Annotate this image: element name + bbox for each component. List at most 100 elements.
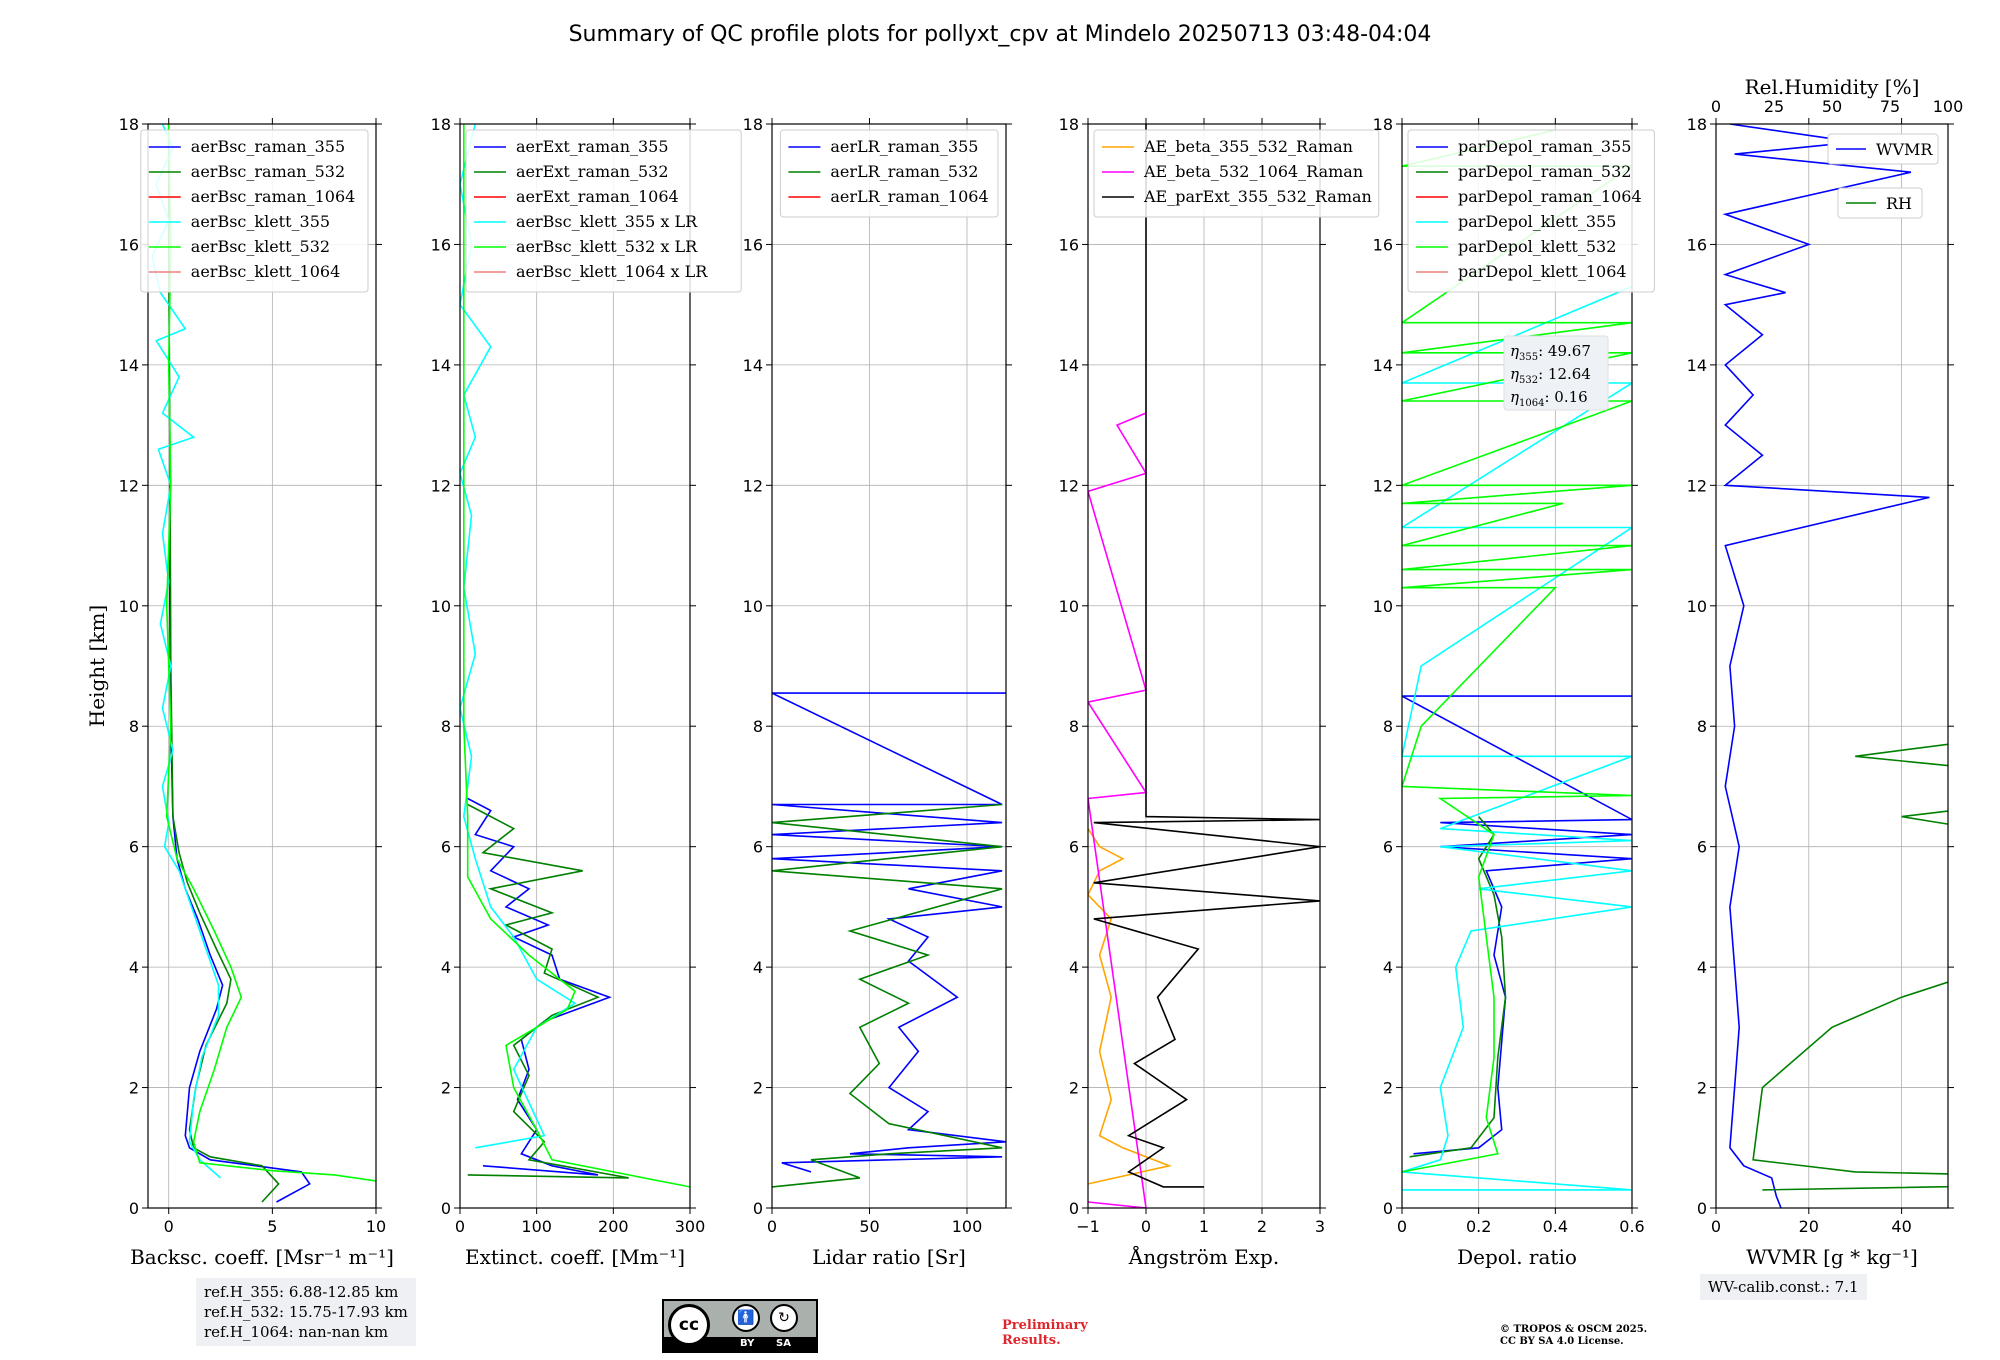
axes-frame bbox=[771, 123, 1007, 1209]
series-group bbox=[151, 124, 376, 1203]
legend-entry: aerBsc_klett_1064 bbox=[191, 262, 340, 281]
legend-box bbox=[1827, 133, 1939, 165]
y-tick-label: 0 bbox=[129, 1199, 139, 1218]
x-tick-label: 0.6 bbox=[1619, 1217, 1644, 1236]
x-tick-label: −1 bbox=[1076, 1217, 1100, 1236]
ref-height-1064: ref.H_1064: nan-nan km bbox=[204, 1323, 389, 1341]
eta-annotation: η355: 49.67 bbox=[1510, 342, 1591, 363]
x-tick-label: 100 bbox=[952, 1217, 983, 1236]
x-tick-label: 40 bbox=[1891, 1217, 1911, 1236]
x-tick-label: 0.4 bbox=[1543, 1217, 1568, 1236]
series-group bbox=[460, 124, 690, 1188]
x-tick-label: 2 bbox=[1257, 1217, 1267, 1236]
legend-entry: parDepol_raman_1064 bbox=[1458, 187, 1642, 206]
x2-tick-label: 100 bbox=[1933, 97, 1964, 116]
y-tick-label: 10 bbox=[431, 597, 451, 616]
legend-entry: aerBsc_klett_1064 x LR bbox=[516, 262, 708, 281]
x-axis-label: WVMR [g * kg⁻¹] bbox=[1746, 1245, 1918, 1269]
y-tick-label: 6 bbox=[1383, 838, 1393, 857]
y-tick-label: 18 bbox=[743, 115, 763, 134]
y-tick-label: 18 bbox=[1059, 115, 1079, 134]
cc-license-badge: cc 🚹 ↻ BY SA bbox=[662, 1299, 818, 1353]
preliminary-line-2: Results. bbox=[1002, 1333, 1061, 1348]
y-tick-label: 14 bbox=[119, 356, 139, 375]
series-group bbox=[1402, 129, 1632, 1191]
series-line-AE_beta_532_1064_Raman bbox=[1088, 412, 1148, 1208]
eta-annotation: η1064: 0.16 bbox=[1510, 388, 1588, 409]
reference-height-box: ref.H_355: 6.88-12.85 km ref.H_532: 15.7… bbox=[196, 1278, 416, 1346]
legend-box bbox=[1093, 129, 1380, 218]
legend-entry: aerLR_raman_355 bbox=[830, 137, 978, 156]
legend-entry: AE_parExt_355_532_Raman bbox=[1143, 187, 1372, 206]
legend-entry: aerBsc_klett_532 bbox=[191, 237, 330, 256]
y-tick-label: 16 bbox=[743, 235, 763, 254]
x2-tick-label: 75 bbox=[1880, 97, 1900, 116]
chart-panel-6: 0 20 40 0 2 4 6 8 10 12 14 16 18 WVMR [g * kg⁻¹] 0 25 50… bbox=[1687, 75, 1964, 1269]
y-tick-label: 16 bbox=[1687, 235, 1707, 254]
legend-entry: aerLR_raman_532 bbox=[830, 162, 978, 181]
y-tick-label: 18 bbox=[431, 115, 451, 134]
y-tick-label: 16 bbox=[431, 235, 451, 254]
legend-entry: AE_beta_355_532_Raman bbox=[1143, 137, 1353, 156]
x-tick-label: 20 bbox=[1799, 1217, 1819, 1236]
y-tick-label: 6 bbox=[1069, 838, 1079, 857]
y-tick-label: 10 bbox=[119, 597, 139, 616]
y-tick-label: 16 bbox=[1059, 235, 1079, 254]
legend-box bbox=[140, 129, 369, 293]
series-line-AE_beta_355_532_Raman bbox=[1088, 828, 1172, 1185]
y-tick-label: 10 bbox=[1687, 597, 1707, 616]
series-line-AE_parExt_355_532_Raman bbox=[1093, 124, 1320, 1188]
x-tick-label: 3 bbox=[1315, 1217, 1325, 1236]
legend-entry: parDepol_raman_355 bbox=[1458, 137, 1631, 156]
y-tick-label: 8 bbox=[1383, 717, 1393, 736]
x-tick-label: 0 bbox=[767, 1217, 777, 1236]
axes-frame bbox=[1715, 123, 1949, 1209]
axes-frame bbox=[1401, 123, 1633, 1209]
legend-entry: aerExt_raman_532 bbox=[516, 162, 669, 181]
y-tick-label: 14 bbox=[1059, 356, 1079, 375]
y-tick-label: 6 bbox=[1697, 838, 1707, 857]
y-tick-label: 18 bbox=[1373, 115, 1393, 134]
y-tick-label: 14 bbox=[431, 356, 451, 375]
series-line-aerLR_raman_532 bbox=[772, 803, 1003, 1188]
y-tick-label: 6 bbox=[441, 838, 451, 857]
y-tick-label: 10 bbox=[1373, 597, 1393, 616]
x-tick-label: 0.2 bbox=[1466, 1217, 1491, 1236]
axes-frame bbox=[147, 123, 377, 1209]
legend-entry: aerBsc_raman_355 bbox=[191, 137, 345, 156]
x-tick-label: 10 bbox=[366, 1217, 386, 1236]
x-axis-label: Extinct. coeff. [Mm⁻¹] bbox=[465, 1245, 685, 1269]
y-tick-label: 2 bbox=[1697, 1079, 1707, 1098]
series-line-WVMR bbox=[1722, 124, 1930, 1208]
series-group bbox=[1088, 124, 1320, 1208]
chart-panel-2: 0 100 200 300 0 2 4 6 8 10 12 14 16 18 Extinct. coeff.… bbox=[431, 115, 742, 1269]
series-line-aerBsc_klett_355 bbox=[151, 124, 222, 1179]
x2-axis-label: Rel.Humidity [%] bbox=[1745, 75, 1920, 99]
legend-box bbox=[1407, 129, 1655, 293]
wv-calibration-constant: WV-calib.const.: 7.1 bbox=[1700, 1274, 1867, 1300]
series-line-parDepol_klett_532 bbox=[1402, 129, 1632, 1173]
cc-icon: cc bbox=[668, 1304, 710, 1346]
y-tick-label: 4 bbox=[1069, 958, 1079, 977]
legend-entry: aerBsc_raman_532 bbox=[191, 162, 345, 181]
y-tick-label: 0 bbox=[753, 1199, 763, 1218]
x-axis-label: Backsc. coeff. [Msr⁻¹ m⁻¹] bbox=[130, 1245, 394, 1269]
copyright-line-1: © TROPOS & OSCM 2025. bbox=[1500, 1324, 1648, 1335]
y-axis-label: Height [km] bbox=[85, 605, 109, 727]
y-tick-label: 6 bbox=[753, 838, 763, 857]
eta-annotation-box bbox=[1503, 335, 1609, 411]
x-tick-label: 0 bbox=[1141, 1217, 1151, 1236]
y-tick-label: 18 bbox=[119, 115, 139, 134]
series-line-aerLR_raman_355 bbox=[772, 692, 1006, 1173]
y-tick-label: 8 bbox=[1697, 717, 1707, 736]
x-tick-label: 300 bbox=[675, 1217, 706, 1236]
cc-by-label: BY bbox=[740, 1338, 755, 1349]
legend-box bbox=[465, 129, 742, 293]
legend-box bbox=[779, 129, 999, 218]
y-tick-label: 10 bbox=[1059, 597, 1079, 616]
y-tick-label: 12 bbox=[1059, 476, 1079, 495]
x2-tick-label: 0 bbox=[1711, 97, 1721, 116]
y-tick-label: 14 bbox=[743, 356, 763, 375]
series-line-RH bbox=[1752, 695, 1948, 1191]
